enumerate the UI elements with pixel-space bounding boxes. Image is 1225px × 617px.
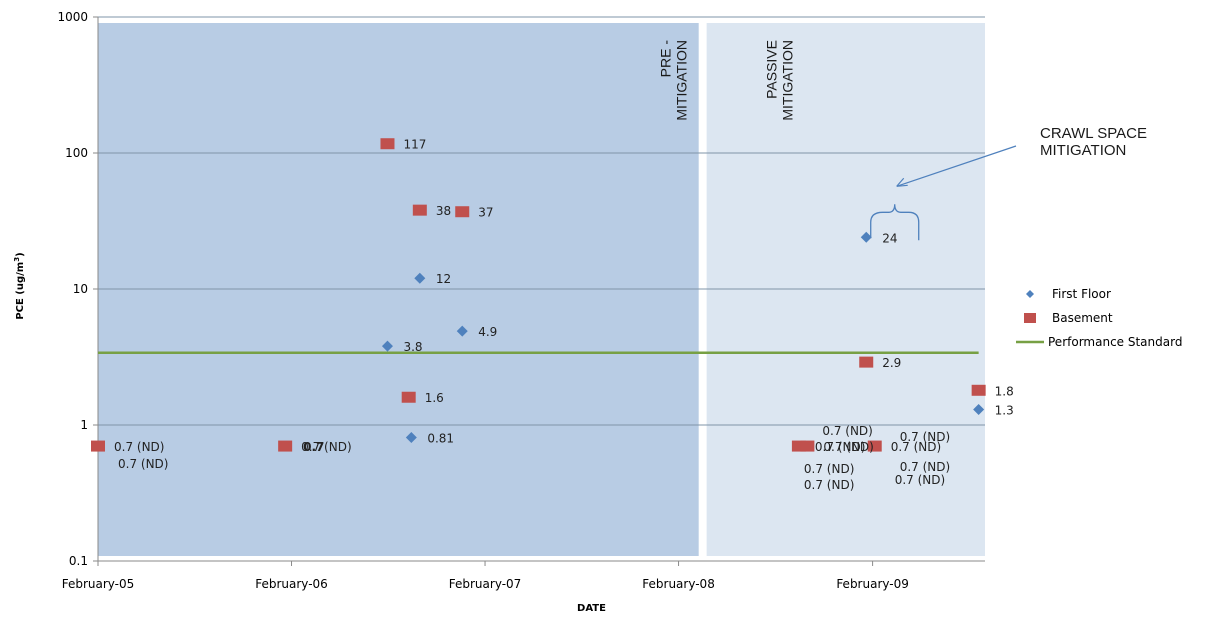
basement-label-2: 117 xyxy=(403,138,426,152)
basement-label-1: 0.7 (ND) xyxy=(301,440,351,454)
annotation-text-1: MITIGATION xyxy=(1040,142,1126,159)
basement-point-1 xyxy=(278,440,293,452)
data-marks xyxy=(91,138,986,452)
legend-label-1: Basement xyxy=(1052,311,1113,325)
gridlines xyxy=(98,16,985,426)
extra-label-1: 0.7 xyxy=(303,440,324,454)
basement-label-8: 2.9 xyxy=(882,356,901,370)
basement-point-0 xyxy=(91,440,105,452)
x-tick-label-2: February-07 xyxy=(449,577,522,591)
region-label-1-0: PASSIVE xyxy=(764,40,780,99)
legend-marker-basement xyxy=(1024,313,1036,323)
axes: 0.1 1 10 100 1000 February-05 February-06 Febru… xyxy=(13,10,985,614)
extra-label-7: 0.7 (ND) xyxy=(895,473,945,487)
basement-point-10 xyxy=(971,384,986,396)
extra-label-0: 0.7 (ND) xyxy=(118,457,168,471)
first-floor-point-0 xyxy=(381,340,393,352)
first-floor-point-5 xyxy=(973,404,985,416)
basement-point-6 xyxy=(791,440,806,452)
region-labels: PRE - MITIGATION PASSIVE MITIGATION xyxy=(658,40,796,121)
region-label-0-1: MITIGATION xyxy=(674,40,690,121)
legend: First Floor Basement Performance Standard xyxy=(1016,287,1182,349)
basement-label-4: 38 xyxy=(436,204,451,218)
first-floor-label-2: 12 xyxy=(436,272,451,286)
basement-point-7 xyxy=(800,440,815,452)
annotation-text-0: CRAWL SPACE xyxy=(1040,125,1147,142)
region-label-0-0: PRE - xyxy=(658,40,674,78)
basement-label-6: 0.7 (ND) xyxy=(815,440,865,454)
basement-point-4 xyxy=(412,204,427,216)
first-floor-label-0: 3.8 xyxy=(403,340,422,354)
x-axis-title: DATE xyxy=(577,603,606,614)
annotation-arrow-line xyxy=(896,145,1017,187)
basement-label-0: 0.7 (ND) xyxy=(114,440,164,454)
y-tick-label-2: 10 xyxy=(73,282,88,296)
y-tick-label-0: 0.1 xyxy=(69,554,88,568)
y-axis-title-main: PCE (ug/m xyxy=(15,262,26,320)
legend-label-0: First Floor xyxy=(1052,287,1111,301)
first-floor-point-2 xyxy=(414,272,426,284)
basement-label-5: 37 xyxy=(478,206,493,220)
extra-label-5: 0.7 (ND) xyxy=(900,430,950,444)
basement-point-2 xyxy=(380,138,395,150)
first-floor-label-5: 1.3 xyxy=(995,404,1014,418)
y-axis-title-tail: ) xyxy=(15,252,26,257)
first-floor-point-1 xyxy=(405,431,417,443)
extra-label-3: 0.7 (ND) xyxy=(804,478,854,492)
basement-label-3: 1.6 xyxy=(425,391,444,405)
basement-point-3 xyxy=(401,391,416,403)
y-tick-label-1: 1 xyxy=(80,418,88,432)
annotation-arrow-head xyxy=(896,177,908,187)
basement-label-10: 1.8 xyxy=(995,384,1014,398)
y-tick-label-4: 1000 xyxy=(57,10,88,24)
x-tick-label-0: February-05 xyxy=(62,577,135,591)
first-floor-label-3: 4.9 xyxy=(478,325,497,339)
legend-marker-first-floor xyxy=(1026,290,1034,298)
extra-label-2: 0.7 (ND) xyxy=(804,462,854,476)
y-axis-title-superscript: 3 xyxy=(13,257,21,262)
x-tick-label-4: February-09 xyxy=(836,577,909,591)
first-floor-label-1: 0.81 xyxy=(427,431,454,445)
first-floor-point-4 xyxy=(860,231,872,243)
extra-label-6: 0.7 (ND) xyxy=(900,460,950,474)
basement-label-7: 0.7 (ND) xyxy=(823,440,873,454)
basement-point-5 xyxy=(455,206,470,218)
region-label-1-1: MITIGATION xyxy=(780,40,796,121)
x-tick-label-1: February-06 xyxy=(255,577,328,591)
extra-label-4: 0.7 (ND) xyxy=(822,424,872,438)
basement-point-8 xyxy=(859,356,874,368)
basement-label-9: 0.7 (ND) xyxy=(891,440,941,454)
first-floor-label-4: 24 xyxy=(882,231,897,245)
legend-label-2: Performance Standard xyxy=(1048,335,1182,349)
y-axis-title: PCE (ug/m3) xyxy=(13,252,26,319)
basement-point-9 xyxy=(867,440,882,452)
first-floor-point-3 xyxy=(456,325,468,337)
y-tick-label-3: 100 xyxy=(65,146,88,160)
x-tick-label-3: February-08 xyxy=(642,577,715,591)
